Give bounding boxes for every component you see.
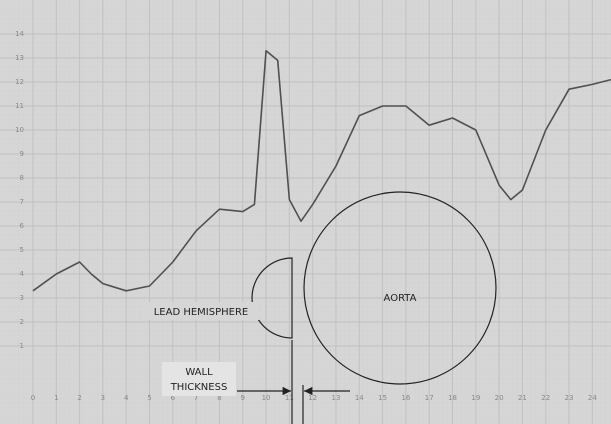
x-tick-label: 15	[378, 394, 387, 402]
y-tick-label: 6	[20, 222, 25, 230]
y-tick-label: 9	[20, 150, 24, 158]
x-tick-label: 13	[332, 394, 341, 402]
chart: 0123456789101112131415161718192021222324…	[0, 0, 611, 424]
y-tick-label: 2	[20, 318, 24, 326]
x-tick-label: 5	[147, 394, 151, 402]
x-tick-label: 21	[518, 394, 527, 402]
y-tick-label: 8	[20, 174, 24, 182]
y-tick-label: 10	[15, 126, 24, 134]
y-tick-label: 3	[20, 294, 24, 302]
wall-label: THICKNESS	[170, 382, 228, 393]
y-tick-label: 4	[20, 270, 25, 278]
x-tick-label: 9	[241, 394, 245, 402]
x-tick-label: 4	[124, 394, 129, 402]
x-tick-label: 22	[541, 394, 550, 402]
x-tick-label: 17	[425, 394, 434, 402]
x-tick-label: 10	[262, 394, 271, 402]
x-tick-label: 14	[355, 394, 364, 402]
x-tick-label: 19	[471, 394, 480, 402]
x-tick-label: 23	[565, 394, 574, 402]
x-tick-label: 0	[31, 394, 35, 402]
aorta-label: AORTA	[384, 293, 417, 304]
graph-paper	[0, 0, 611, 424]
x-tick-label: 20	[495, 394, 504, 402]
x-tick-label: 3	[101, 394, 105, 402]
hemisphere-label: LEAD HEMISPHERE	[154, 307, 249, 318]
y-tick-label: 5	[20, 246, 24, 254]
y-tick-label: 13	[15, 54, 24, 62]
y-tick-label: 14	[15, 30, 24, 38]
x-tick-label: 16	[401, 394, 410, 402]
x-tick-label: 24	[588, 394, 597, 402]
y-tick-label: 11	[15, 102, 24, 110]
y-tick-label: 1	[20, 342, 24, 350]
x-tick-label: 2	[77, 394, 81, 402]
wall-label: WALL	[185, 367, 213, 378]
x-tick-label: 12	[308, 394, 317, 402]
x-tick-label: 18	[448, 394, 457, 402]
y-tick-label: 7	[20, 198, 24, 206]
y-tick-label: 12	[15, 78, 24, 86]
x-tick-label: 1	[54, 394, 58, 402]
